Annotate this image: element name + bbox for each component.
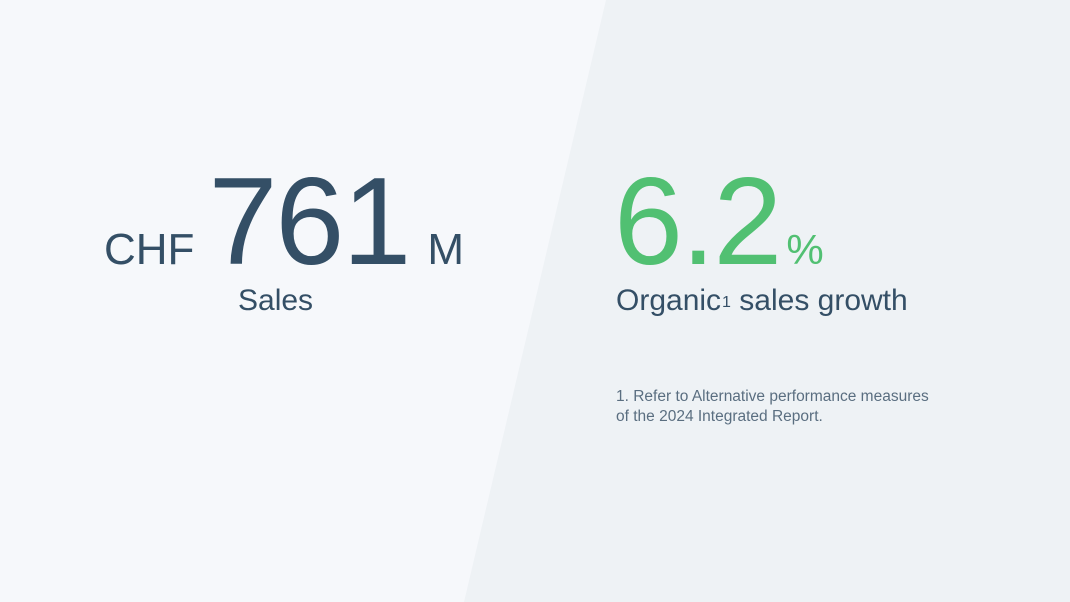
growth-label-main: Organic [616, 284, 722, 317]
growth-unit: % [786, 226, 824, 273]
growth-kpi: 6.2 % [614, 160, 824, 284]
growth-label: Organic1 sales growth [616, 284, 908, 318]
sales-currency: CHF [104, 225, 195, 274]
sales-unit: M [427, 225, 464, 274]
growth-label-rest: sales growth [730, 284, 908, 317]
sales-value: 761 [208, 153, 411, 291]
footnote-line-2: of the 2024 Integrated Report. [616, 408, 823, 425]
footnote-marker: 1 [722, 294, 731, 311]
footnote-line-1: 1. Refer to Alternative performance meas… [616, 388, 929, 405]
growth-value: 6.2 [614, 153, 782, 291]
sales-label: Sales [238, 284, 314, 317]
footnote: 1. Refer to Alternative performance meas… [616, 387, 929, 427]
sales-kpi: CHF 761 M [104, 160, 464, 284]
